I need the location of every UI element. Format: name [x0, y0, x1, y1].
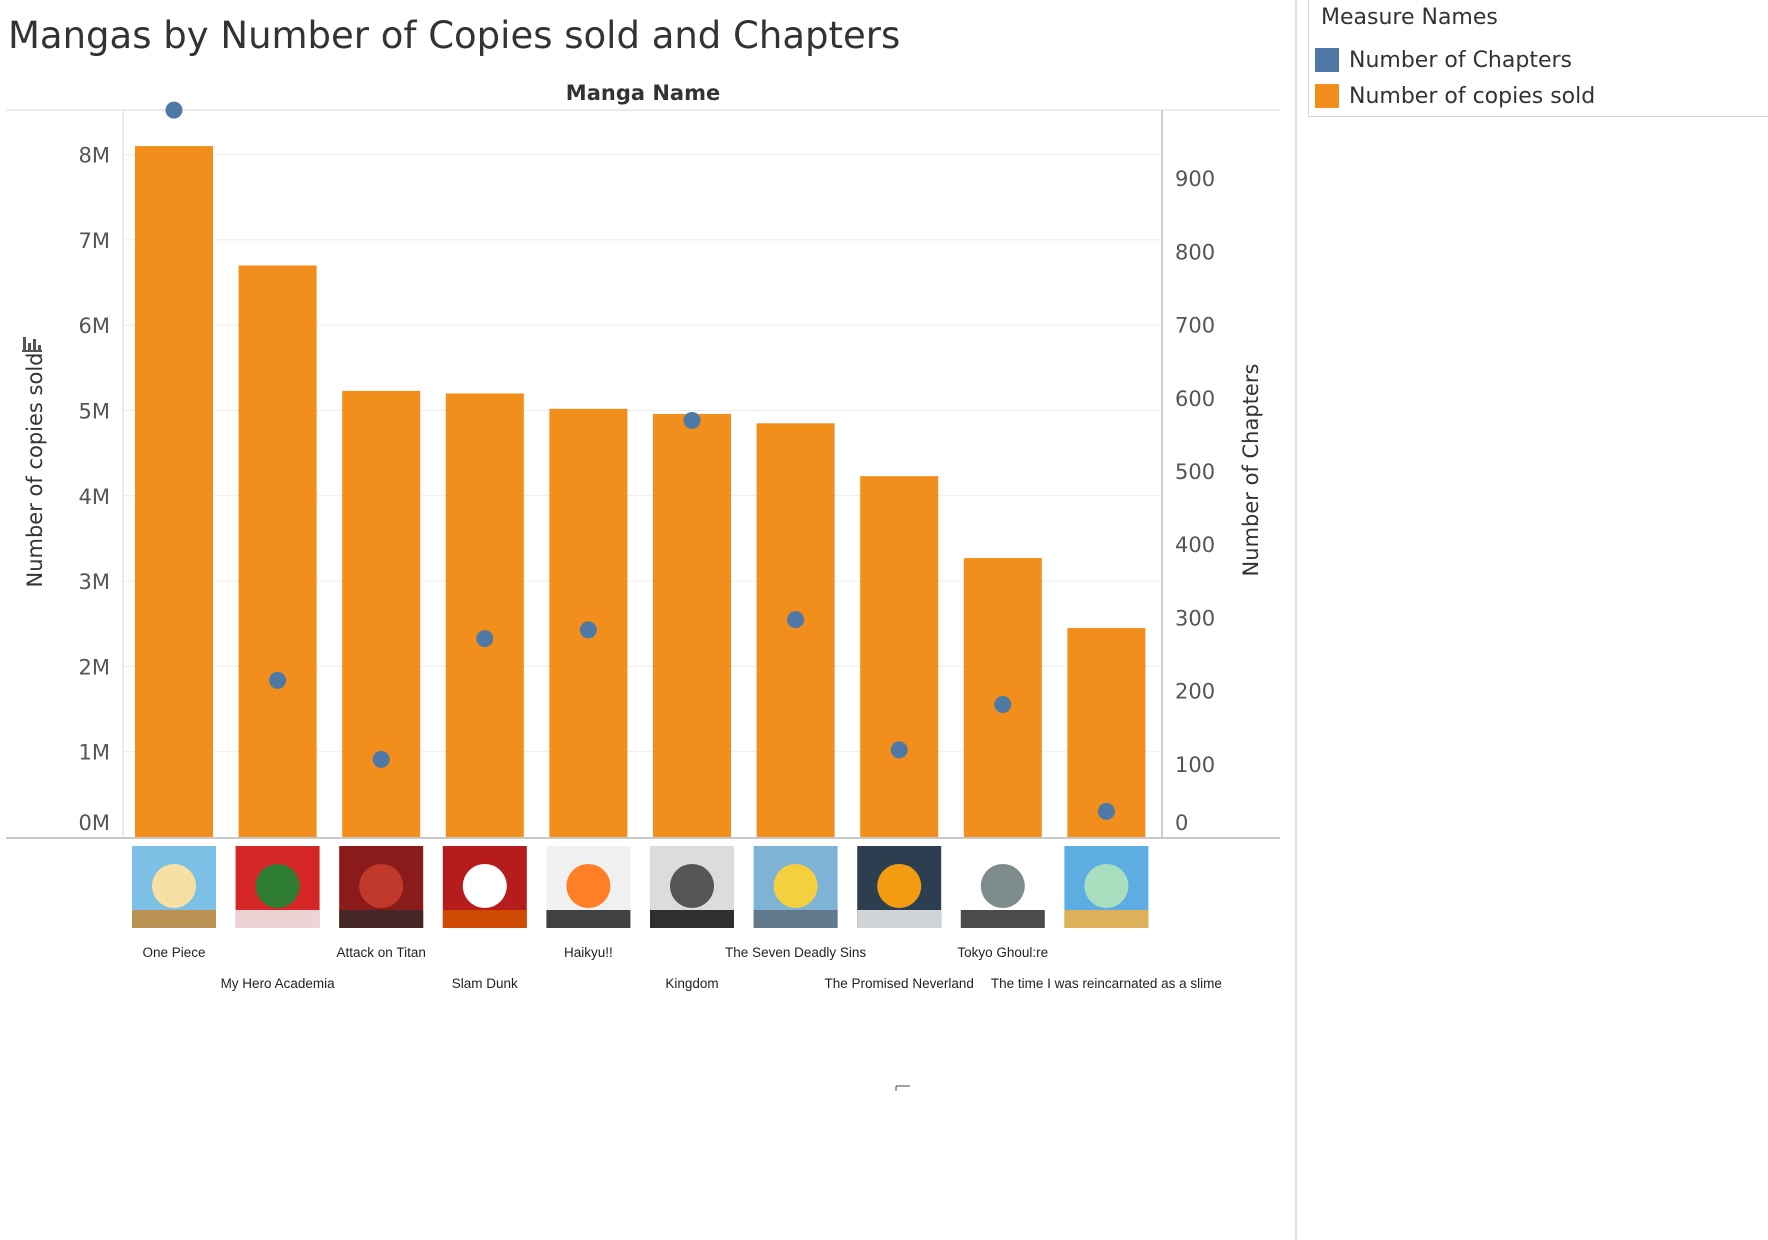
x-tick-label: Tokyo Ghoul:re: [957, 945, 1048, 960]
chapter-dot: [579, 621, 597, 639]
y2-tick-label: 600: [1175, 387, 1215, 411]
y-tick-label: 4M: [79, 485, 110, 509]
chart: Manga Name Number of copies sold Number …: [6, 81, 1280, 1091]
y-tick-label: 3M: [79, 570, 110, 594]
chapter-dot: [165, 101, 183, 119]
y-tick-label: 8M: [79, 144, 110, 168]
chapter-dot: [476, 630, 494, 648]
manga-cover-image: [857, 846, 942, 928]
x-axis-labels: One Piece My Hero Academia Attack on Titan…: [142, 945, 1221, 991]
legend: Measure Names Number of Chapters Number …: [1308, 0, 1768, 117]
cover-accent: [1064, 910, 1149, 928]
bar: [445, 393, 524, 837]
y-tick-label: 5M: [79, 400, 110, 424]
y2-tick-label: 200: [1175, 680, 1215, 704]
chapter-dot: [994, 696, 1012, 714]
y-tick-label: 6M: [79, 314, 110, 338]
chapter-dot: [1097, 802, 1115, 820]
cover-figure: [462, 864, 507, 908]
cover-accent: [960, 910, 1045, 928]
manga-cover-image: [235, 846, 320, 928]
y-axis-ticks: 0M 1M 2M 3M 4M 5M 6M 7M 8M: [79, 144, 110, 835]
cover-figure: [877, 864, 922, 908]
y-axis-title: Number of copies sold: [23, 353, 47, 588]
x-tick-label: The Seven Deadly Sins: [725, 945, 866, 960]
cover-accent: [132, 910, 216, 928]
category-images: [132, 846, 1149, 928]
legend-label-copies: Number of copies sold: [1349, 84, 1596, 109]
y2-tick-label: 700: [1175, 314, 1215, 338]
cover-accent: [235, 910, 320, 928]
bar: [135, 146, 213, 837]
y-axis-sort-icon[interactable]: [22, 337, 42, 352]
y-tick-label: 0M: [79, 811, 110, 835]
circle-series: [165, 101, 1115, 820]
manga-cover-image: [442, 846, 527, 928]
bar: [238, 265, 317, 837]
y2-tick-label: 400: [1175, 533, 1215, 557]
manga-cover-image: [1064, 846, 1149, 928]
x-tick-label: Slam Dunk: [452, 976, 518, 991]
x-tick-label: Attack on Titan: [337, 945, 426, 960]
bar: [653, 413, 731, 837]
cover-figure: [566, 864, 611, 908]
bar: [756, 423, 835, 837]
legend-swatch-chapters: [1315, 48, 1339, 72]
y2-tick-label: 300: [1175, 606, 1215, 630]
x-tick-label: One Piece: [142, 945, 205, 960]
cover-figure: [773, 864, 818, 908]
bar: [342, 390, 421, 837]
chart-frame: [6, 109, 1280, 838]
cover-accent: [442, 910, 527, 928]
x-axis-title: Manga Name: [566, 81, 720, 105]
y2-axis-title: Number of Chapters: [1239, 364, 1263, 577]
manga-cover-image: [753, 846, 838, 928]
cover-figure: [1084, 864, 1129, 908]
cover-figure: [670, 864, 714, 908]
resize-handle-icon[interactable]: [895, 1085, 910, 1091]
cover-accent: [650, 910, 734, 928]
cover-figure: [255, 864, 300, 908]
x-tick-label: Haikyu!!: [564, 945, 613, 960]
cover-figure: [359, 864, 404, 908]
chapter-dot: [372, 750, 390, 768]
y2-tick-label: 100: [1175, 753, 1215, 777]
manga-cover-image: [960, 846, 1045, 928]
y-tick-label: 7M: [79, 229, 110, 253]
x-tick-label: Kingdom: [665, 976, 718, 991]
panel-divider: [1295, 0, 1297, 1240]
y-tick-label: 2M: [79, 655, 110, 679]
x-tick-label: My Hero Academia: [221, 976, 336, 991]
cover-accent: [753, 910, 838, 928]
bar: [1067, 628, 1146, 837]
chapter-dot: [890, 741, 908, 759]
chapter-dot: [269, 671, 287, 689]
manga-cover-image: [132, 846, 216, 928]
legend-label-chapters: Number of Chapters: [1349, 48, 1572, 73]
bar: [860, 476, 939, 837]
y2-tick-label: 900: [1175, 167, 1215, 191]
y2-tick-label: 800: [1175, 240, 1215, 264]
chart-title: Mangas by Number of Copies sold and Chap…: [8, 14, 901, 57]
y2-axis-ticks: 0 100 200 300 400 500 600 700 800 900: [1175, 167, 1215, 835]
cover-accent: [857, 910, 942, 928]
cover-figure: [980, 864, 1025, 908]
x-tick-label: The time I was reincarnated as a slime: [991, 976, 1222, 991]
manga-cover-image: [650, 846, 734, 928]
y-tick-label: 1M: [79, 741, 110, 765]
x-tick-label: The Promised Neverland: [825, 976, 974, 991]
manga-cover-image: [339, 846, 424, 928]
legend-swatch-copies: [1315, 84, 1339, 108]
cover-figure: [152, 864, 196, 908]
y2-tick-label: 500: [1175, 460, 1215, 484]
legend-title: Measure Names: [1321, 5, 1498, 30]
cover-accent: [339, 910, 424, 928]
y2-tick-label: 0: [1175, 811, 1188, 835]
cover-accent: [546, 910, 631, 928]
chapter-dot: [683, 411, 701, 429]
chapter-dot: [787, 611, 805, 629]
manga-cover-image: [546, 846, 631, 928]
bar-series: [135, 146, 1146, 837]
